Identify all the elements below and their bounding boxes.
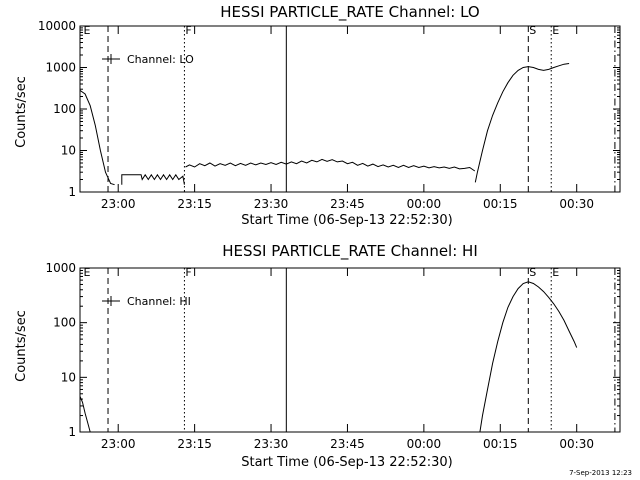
hi-x-tick-label: 23:45 [330,437,365,451]
hi-x-tick-label: 23:30 [254,437,289,451]
lo-x-tick-label: 23:00 [101,197,136,211]
lo-rate-line [474,63,570,183]
generation-timestamp: 7-Sep-2013 12:23 [569,469,632,477]
hi-x-tick-label: 00:00 [407,437,442,451]
hi-x-tick-label: 23:00 [101,437,136,451]
hi-y-tick-label: 1 [68,425,76,439]
hi-event-marker-label: F [185,266,191,279]
hi-plot-area: 1 10 100 1000 23:00 23:15 23:30 23:45 00:00 00:15… [45,261,621,451]
hi-rate-line [479,281,578,433]
lo-x-axis-label: Start Time (06-Sep-13 22:52:30) [241,213,452,228]
hi-event-marker-label: S [529,266,536,279]
hi-x-tick-label: 23:15 [177,437,212,451]
lo-legend-label: Channel: LO [127,53,194,66]
lo-x-tick-label: 23:45 [330,197,365,211]
hi-x-tick-label: 00:15 [483,437,518,451]
hi-y-tick-label: 1000 [45,261,76,275]
hi-legend-label: Channel: HI [127,295,191,308]
lo-chart-title: HESSI PARTICLE_RATE Channel: LO [220,3,479,22]
lo-x-tick-label: 23:30 [254,197,289,211]
lo-rate-line [121,173,185,185]
lo-x-tick-label: 00:15 [483,197,518,211]
lo-event-marker-label: E [552,24,559,37]
lo-y-tick-label: 10000 [38,19,76,33]
lo-event-marker-label: F [185,24,191,37]
lo-y-tick-label: 100 [53,102,76,116]
hi-plot-frame [79,267,621,433]
lo-event-marker-label: S [529,24,536,37]
hi-y-axis-label: Counts/sec [14,310,29,382]
hi-y-tick-label: 100 [53,316,76,330]
lo-y-tick-label: 1 [68,185,76,199]
hi-x-tick-label: 00:30 [559,437,594,451]
lo-y-tick-label: 10 [61,144,76,158]
lo-rate-line [79,89,115,186]
lo-y-axis-label: Counts/sec [14,76,29,148]
lo-plot-frame [79,25,621,193]
lo-x-tick-label: 00:00 [407,197,442,211]
lo-x-tick-label: 23:15 [177,197,212,211]
hi-x-axis-label: Start Time (06-Sep-13 22:52:30) [241,455,452,470]
lo-y-tick-label: 1000 [45,61,76,75]
lo-plot-area: 1 10 100 1000 10000 23:00 23:15 23:30 23:45 00:00… [38,19,621,211]
lo-event-marker-label: E [84,24,91,37]
lo-rate-line [185,158,476,172]
lo-channel-panel: HESSI PARTICLE_RATE Channel: LO Counts/s… [14,3,621,228]
lo-x-tick-label: 00:30 [559,197,594,211]
hi-event-marker-label: E [84,266,91,279]
hi-channel-panel: HESSI PARTICLE_RATE Channel: HI Counts/s… [14,242,621,470]
hi-y-tick-label: 10 [61,370,76,384]
hi-event-marker-label: E [552,266,559,279]
hi-chart-title: HESSI PARTICLE_RATE Channel: HI [222,242,478,261]
hi-rate-line [79,396,91,433]
